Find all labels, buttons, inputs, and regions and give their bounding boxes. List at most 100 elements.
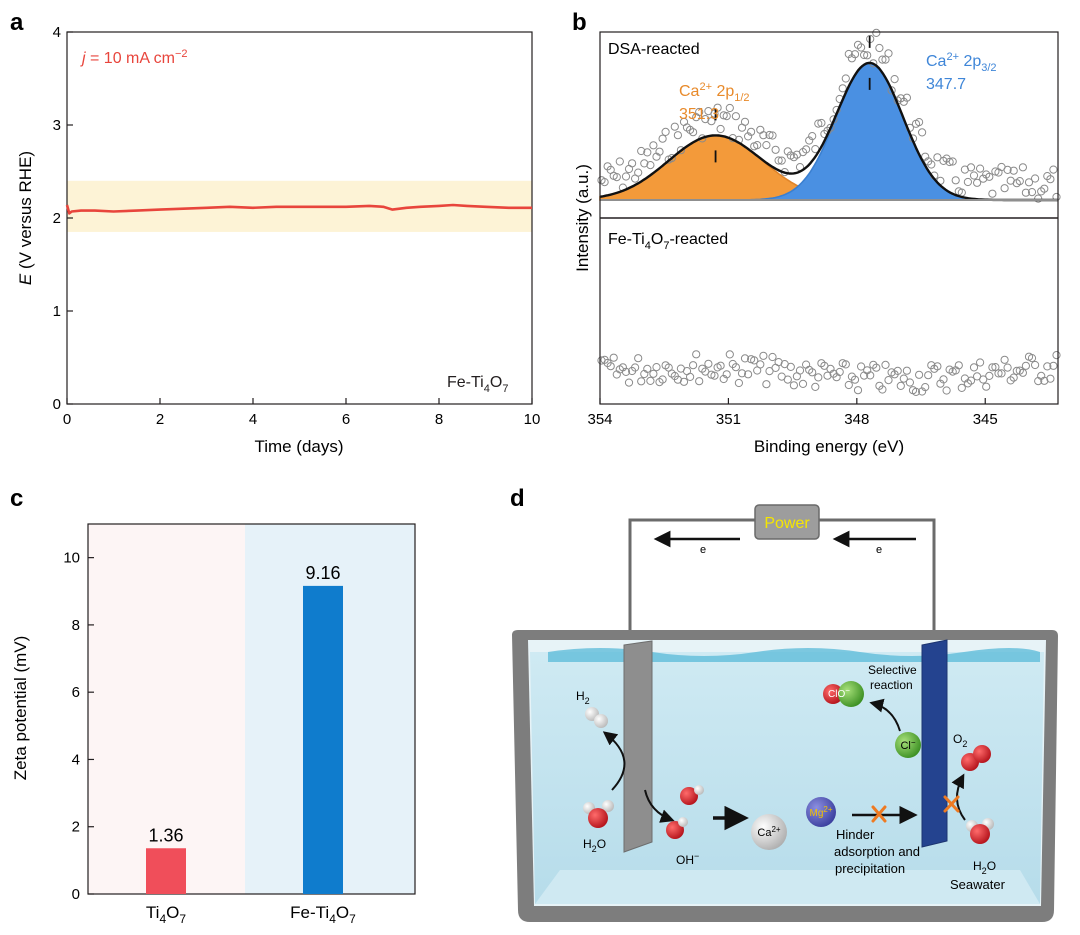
xps-point-fe-ti4o7 (878, 385, 887, 394)
xps-point-dsa (1003, 165, 1012, 174)
xps-point-fe-ti4o7 (966, 376, 976, 385)
xps-point-dsa (838, 84, 847, 93)
panel-letter-d: d (510, 485, 525, 512)
xps-point-dsa (902, 93, 912, 102)
xps-point-dsa (695, 107, 704, 117)
xps-point-fe-ti4o7 (756, 360, 765, 369)
xps-point-dsa (637, 146, 646, 156)
peak-label-2p32: Ca2+ 2p3/2 (926, 51, 997, 74)
arrow-to-hydroxide (644, 789, 675, 823)
panel-a: a 0 2 4 6 8 10 0 1 2 3 4 j = 10 mA cm−2 Fe-Ti4O7 T… (10, 9, 540, 456)
xps-point-dsa (1009, 166, 1018, 175)
xps-point-dsa (860, 50, 869, 60)
xps-point-fe-ti4o7 (1031, 360, 1040, 370)
xps-point-dsa (1046, 175, 1055, 184)
xps-point-fe-ti4o7 (725, 350, 734, 359)
xps-point-fe-ti4o7 (1003, 363, 1012, 372)
xps-point-dsa (667, 154, 676, 163)
xps-point-dsa (878, 55, 887, 64)
x-tick-label-a: 8 (435, 411, 443, 428)
xps-point-fe-ti4o7 (823, 371, 832, 380)
xps-point-fe-ti4o7 (802, 360, 811, 369)
xps-point-fe-ti4o7 (624, 378, 634, 387)
xps-point-fe-ti4o7 (905, 378, 915, 387)
plot-frame-c (87, 523, 416, 895)
y-axis-label-a: E (V versus RHE) (16, 151, 35, 285)
x-tick-label-b: 345 (973, 411, 998, 428)
xps-point-dsa (976, 164, 985, 173)
water-molecule-left (583, 800, 614, 828)
xps-point-fe-ti4o7 (658, 375, 667, 384)
xps-point-dsa (759, 131, 768, 140)
xps-point-dsa (817, 118, 826, 128)
xps-point-dsa (1000, 184, 1009, 193)
xps-point-dsa (963, 177, 973, 187)
xps-point-fe-ti4o7 (1040, 376, 1049, 385)
xps-point-fe-ti4o7 (969, 363, 979, 372)
peak-label-2p12: Ca2+ 2p1/2 (679, 81, 750, 104)
x-tick-label-a: 2 (156, 411, 164, 428)
xps-point-dsa (1021, 188, 1031, 197)
xps-point-dsa (915, 118, 924, 127)
xps-point-dsa (765, 130, 774, 140)
arrow-chloride-to-hypochlorite (869, 698, 901, 732)
xps-point-fe-ti4o7 (954, 361, 963, 370)
label-calcium: Ca2+ (757, 825, 781, 839)
peak-energy-351: 351.3 (679, 106, 719, 123)
xps-point-dsa (725, 103, 734, 113)
xps-point-dsa (1024, 178, 1034, 187)
calcium-ion (751, 814, 787, 850)
xps-point-dsa (661, 127, 670, 136)
xps-point-fe-ti4o7 (933, 362, 942, 371)
xps-point-dsa (646, 161, 655, 170)
xps-point-dsa (640, 159, 649, 168)
xps-point-fe-ti4o7 (896, 381, 905, 390)
potential-series-line (65, 203, 532, 215)
xps-point-fe-ti4o7 (716, 361, 725, 370)
y-tick-label-c: 0 (72, 886, 80, 903)
xps-point-dsa (872, 28, 881, 38)
xps-point-fe-ti4o7 (850, 375, 860, 384)
power-supply-box (754, 504, 820, 540)
bar-ti4o7 (146, 848, 186, 894)
xps-point-dsa (988, 189, 997, 198)
xps-point-fe-ti4o7 (1012, 366, 1021, 375)
xps-point-fe-ti4o7 (911, 387, 921, 396)
xps-point-fe-ti4o7 (979, 375, 988, 384)
xps-point-fe-ti4o7 (606, 362, 615, 371)
xps-point-dsa (1049, 165, 1058, 174)
y-axis-label-c: Zeta potential (mV) (11, 636, 30, 781)
oxygen-molecule (961, 745, 991, 771)
xps-point-fe-ti4o7 (939, 375, 948, 384)
hydroxide-molecule (666, 785, 704, 839)
xps-point-fe-ti4o7 (686, 372, 695, 381)
xps-point-fe-ti4o7 (1052, 351, 1061, 360)
xps-point-fe-ti4o7 (994, 369, 1003, 378)
xps-point-fe-ti4o7 (759, 351, 768, 360)
panel-letter-c: c (10, 485, 23, 512)
xps-point-fe-ti4o7 (643, 364, 652, 373)
xps-point-fe-ti4o7 (853, 386, 863, 395)
value-label-fe-ti4o7: 9.16 (305, 563, 340, 583)
xps-point-fe-ti4o7 (734, 378, 744, 388)
blocked-cross-2 (943, 795, 960, 813)
xps-point-dsa (655, 147, 664, 156)
panel-letter-b: b (572, 9, 587, 36)
y-tick-label-c: 10 (63, 550, 80, 567)
xps-point-dsa (1027, 188, 1037, 197)
xps-point-fe-ti4o7 (789, 381, 799, 390)
xps-point-dsa (771, 145, 780, 154)
xps-point-dsa (740, 117, 750, 126)
x-tick-label-fe-ti4o7: Fe-Ti4O7 (290, 903, 356, 926)
xps-point-dsa (719, 111, 728, 120)
xps-point-fe-ti4o7 (1043, 362, 1052, 371)
xps-point-fe-ti4o7 (631, 363, 640, 372)
label-h2o-left: H2O (583, 837, 606, 854)
xps-point-fe-ti4o7 (881, 360, 890, 369)
xps-point-dsa (875, 43, 884, 53)
xps-point-fe-ti4o7 (710, 371, 719, 380)
x-axis-label-a: Time (days) (254, 437, 343, 456)
axes-c: 0 2 4 6 8 10 (63, 550, 94, 903)
x-tick-label-b: 351 (716, 411, 741, 428)
